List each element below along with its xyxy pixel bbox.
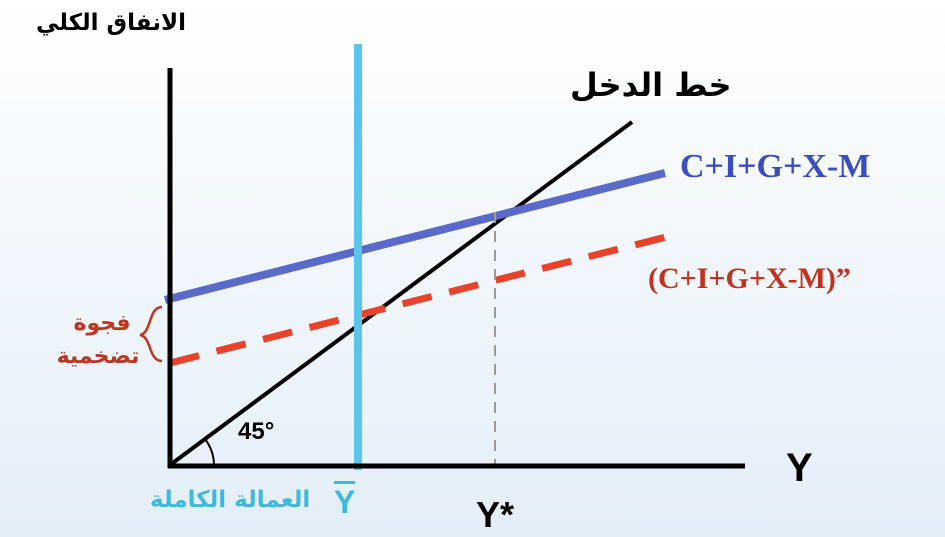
full-employment-label: العمالة الكاملة — [150, 487, 311, 513]
gap-brace — [139, 305, 163, 363]
ae-line-label: C+I+G+X-M — [680, 148, 871, 185]
x-axis-title: Y — [786, 446, 813, 490]
ae-line-shifted-label: (C+I+G+X-M)” — [648, 262, 851, 295]
equilibrium-label: Y* — [476, 494, 515, 535]
aggregate-expenditure-line — [164, 169, 666, 304]
full-employment-symbol: Y — [334, 484, 356, 520]
gap-label-line2: تضخمية — [56, 344, 140, 369]
angle-label: 45° — [238, 418, 275, 445]
y-axis-title: الانفاق الكلي — [36, 10, 186, 36]
gap-label-line1: فجوة — [73, 311, 131, 336]
aggregate-expenditure-line-shifted — [169, 232, 671, 367]
income-line-label: خط الدخل — [570, 66, 732, 104]
angle-arc — [204, 438, 216, 467]
income-line — [168, 120, 634, 467]
